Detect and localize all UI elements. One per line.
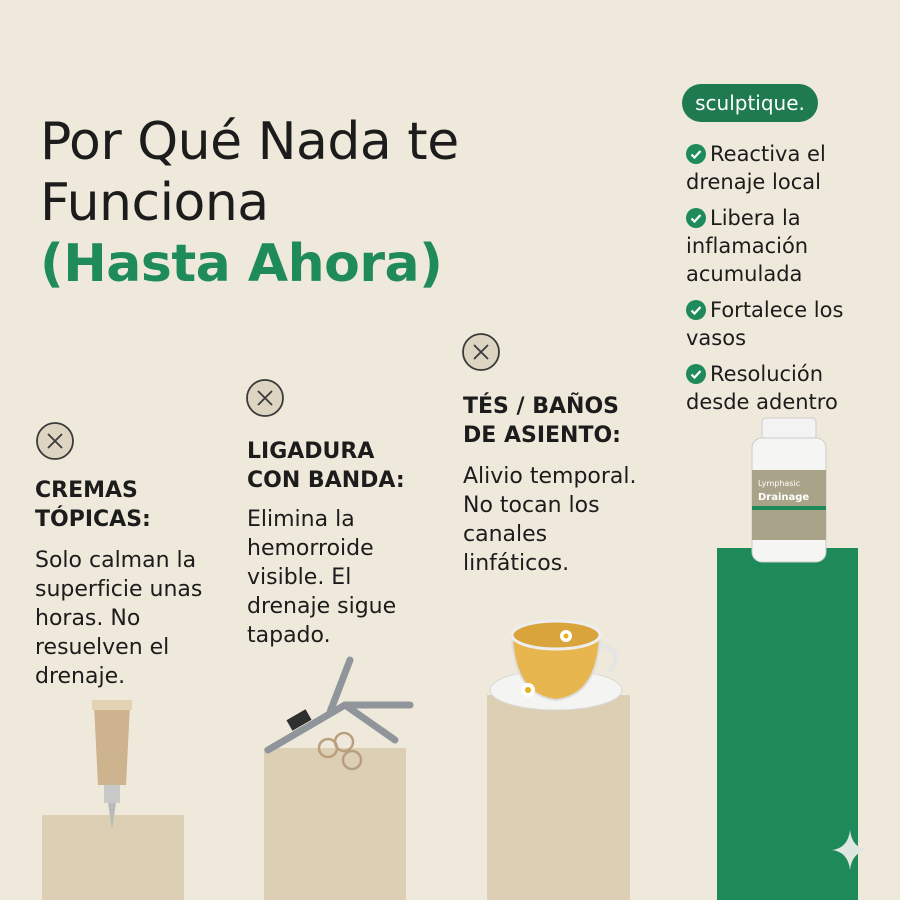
check-icon — [686, 208, 706, 228]
title-highlight: (Hasta Ahora) — [40, 234, 443, 294]
benefit-list: Reactiva el drenaje local Libera la infla… — [686, 140, 886, 424]
bottle-label — [752, 470, 826, 540]
benefit-text: Resolución desde adentro — [686, 362, 838, 414]
pedestal — [42, 815, 184, 900]
sparkle — [832, 830, 868, 870]
tea — [510, 619, 602, 651]
check-mark — [690, 214, 702, 224]
check-mark — [690, 370, 702, 380]
option-body: Alivio temporal. No tocan los canales li… — [463, 464, 637, 576]
tube — [94, 705, 130, 785]
tube-cap — [104, 785, 120, 803]
flower — [525, 687, 531, 693]
band — [341, 749, 363, 771]
tool-arm — [326, 656, 354, 716]
x-icons — [36, 333, 500, 460]
check-icon — [686, 364, 706, 384]
bottle-stripe — [752, 506, 826, 510]
bands — [317, 731, 363, 771]
check-circle — [686, 208, 706, 228]
benefit: Libera la inflamación acumulada — [686, 204, 886, 288]
check-mark — [690, 306, 702, 316]
title-line: Funciona — [40, 173, 269, 233]
cup — [510, 634, 602, 702]
tube-crimp — [92, 700, 132, 710]
check-icon — [686, 144, 706, 164]
flower — [563, 633, 569, 639]
x-icon — [473, 344, 489, 360]
title: Por Qué Nada te Funciona (Hasta Ahora) — [40, 112, 459, 295]
option: LIGADURA CON BANDA: Elimina la hemorroid… — [247, 437, 447, 650]
tool-arm — [264, 701, 414, 754]
x-icon — [47, 433, 63, 449]
product-text: Drainage — [758, 492, 809, 503]
title-line: Por Qué Nada te — [40, 112, 459, 172]
benefit: Fortalece los vasos — [686, 296, 886, 352]
check-circle — [686, 144, 706, 164]
check-circle — [686, 364, 706, 384]
pedestal — [264, 748, 406, 900]
option-heading: LIGADURA CON BANDA: — [247, 439, 405, 493]
benefit: Resolución desde adentro — [686, 360, 886, 416]
benefit: Reactiva el drenaje local — [686, 140, 886, 196]
product-text: Lymphasic — [758, 479, 800, 488]
benefit-text: Reactiva el drenaje local — [686, 142, 826, 194]
check-mark — [690, 150, 702, 160]
pedestal — [487, 695, 630, 900]
option-heading: CREMAS TÓPICAS: — [35, 478, 151, 532]
benefit-text: Libera la inflamación acumulada — [686, 206, 809, 286]
option-body: Solo calman la superficie unas horas. No… — [35, 548, 203, 689]
pedestal — [717, 548, 858, 900]
tool — [264, 656, 414, 754]
cup-handle — [599, 642, 619, 674]
tube-tip — [108, 803, 116, 830]
tool-arm — [341, 701, 399, 744]
option-body: Elimina la hemorroide visible. El drenaj… — [247, 507, 397, 648]
tool-grip — [286, 709, 312, 731]
band — [333, 731, 355, 753]
check-circle — [686, 300, 706, 320]
option-heading: TÉS / BAÑOS DE ASIENTO: — [463, 394, 621, 448]
brand-pill: sculptique. — [682, 84, 818, 122]
x-icon — [257, 390, 273, 406]
benefit-text: Fortalece los vasos — [686, 298, 844, 350]
option: CREMAS TÓPICAS: Solo calman la superfici… — [35, 476, 235, 691]
check-icon — [686, 300, 706, 320]
option: TÉS / BAÑOS DE ASIENTO: Alivio temporal.… — [463, 392, 663, 578]
